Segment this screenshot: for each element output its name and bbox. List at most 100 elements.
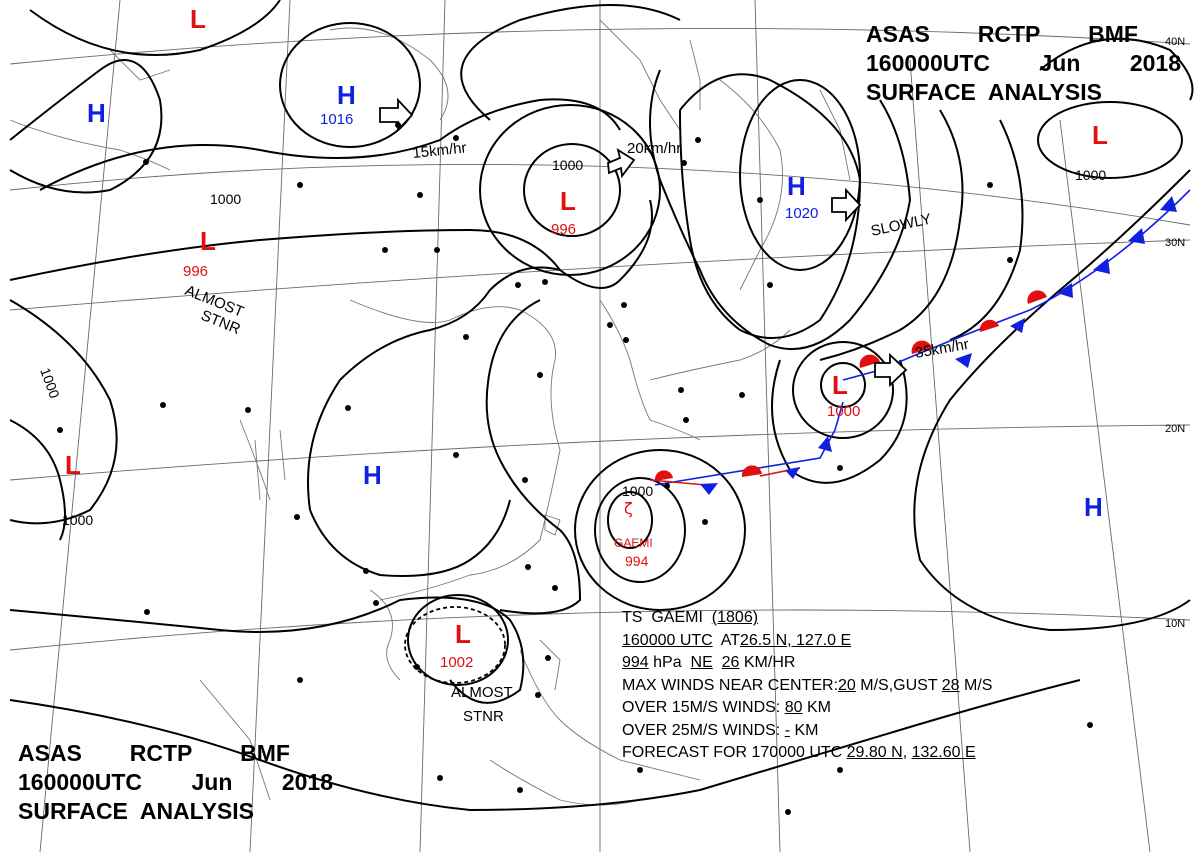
forecast-sep: , bbox=[902, 744, 912, 761]
header-title: SURFACE ANALYSIS bbox=[866, 79, 1103, 105]
station-plots bbox=[57, 122, 1093, 815]
pressure-value: 1002 bbox=[440, 654, 473, 671]
header-row-3: SURFACE ANALYSIS bbox=[18, 797, 290, 826]
header-year: 2018 bbox=[1129, 50, 1181, 76]
header-row-1: ASAS RCTP BMF bbox=[866, 20, 1138, 49]
pressure-value: 1020 bbox=[785, 205, 818, 222]
high-center-letter: H bbox=[363, 460, 382, 490]
over15-unit: KM bbox=[802, 699, 831, 716]
storm-over25: OVER 25M/S WINDS: - KM bbox=[622, 720, 1092, 743]
typhoon-pressure: 994 bbox=[625, 553, 649, 569]
low-center-letter: L bbox=[200, 226, 216, 256]
movement-arrows bbox=[379, 97, 908, 388]
over25-value: - bbox=[784, 721, 791, 739]
high-center-letter: H bbox=[87, 98, 106, 128]
header-row-2: 160000UTC Jun 2018 bbox=[866, 49, 1181, 78]
gust-value: 28 bbox=[941, 676, 960, 694]
storm-speed-unit: KM/HR bbox=[739, 654, 796, 671]
low-center-letter: L bbox=[560, 186, 576, 216]
almost-stnr-note: ALMOST bbox=[451, 684, 513, 701]
over25-label: OVER 25M/S WINDS: bbox=[622, 721, 785, 739]
low-center-letter: L bbox=[832, 370, 848, 400]
warm-front-marks bbox=[654, 290, 1047, 481]
high-center-letter: H bbox=[787, 171, 806, 201]
over15-value: 80 bbox=[784, 699, 803, 716]
header-office: ASAS bbox=[18, 740, 82, 766]
storm-over15: OVER 15M/S WINDS: 80 KM bbox=[622, 697, 1092, 720]
storm-position: 26.5 N, 127.0 E bbox=[739, 631, 852, 649]
over15-label: OVER 15M/S WINDS: bbox=[622, 699, 785, 716]
low-center-letter: L bbox=[1092, 120, 1108, 150]
cold-front-marks bbox=[700, 196, 1177, 495]
forecast-lon: 132.60 E bbox=[911, 744, 976, 761]
lat-label-40n: 40N bbox=[1165, 36, 1185, 48]
weather-front bbox=[649, 189, 1191, 495]
storm-spacer bbox=[713, 654, 722, 671]
low-center-letter: L bbox=[65, 450, 81, 480]
max-winds-value: 20 bbox=[838, 676, 856, 694]
storm-forecast: FORECAST FOR 170000 UTC 29.80 N, 132.60 … bbox=[622, 742, 1092, 765]
lat-label-20n: 20N bbox=[1165, 423, 1185, 435]
storm-time-at: AT bbox=[712, 631, 740, 649]
pressure-value: 996 bbox=[551, 221, 576, 238]
storm-time-value: 160000 UTC bbox=[622, 631, 713, 649]
header-month: Jun bbox=[1039, 50, 1081, 76]
storm-max-winds: MAX WINDS NEAR CENTER:20 M/S,GUST 28 M/S bbox=[622, 675, 1092, 698]
header-month: Jun bbox=[191, 769, 233, 795]
header-station: RCTP bbox=[129, 740, 193, 766]
isobar-label: 1000 bbox=[622, 483, 653, 499]
header-station: RCTP bbox=[977, 21, 1041, 47]
forecast-label: FORECAST FOR 170000 UTC bbox=[622, 744, 847, 761]
over25-unit: KM bbox=[790, 721, 819, 739]
storm-direction: NE bbox=[690, 654, 713, 671]
header-code: BMF bbox=[240, 740, 290, 766]
high-center-letter: H bbox=[1084, 492, 1103, 522]
motion-label: 15km/hr bbox=[412, 139, 468, 162]
isobar-label: 1000 bbox=[62, 512, 93, 528]
max-winds-label: MAX WINDS NEAR CENTER: bbox=[622, 676, 839, 694]
gust-unit: M/S bbox=[959, 676, 993, 694]
storm-title-name: TS GAEMI bbox=[622, 609, 712, 626]
header-year: 2018 bbox=[281, 769, 333, 795]
storm-time: 160000 UTC AT26.5 N, 127.0 E bbox=[622, 630, 1092, 653]
motion-label: 20km/hr bbox=[627, 140, 681, 157]
high-center-letter: H bbox=[337, 80, 356, 110]
typhoon-name: GAEMI bbox=[614, 536, 653, 550]
storm-speed: 26 bbox=[721, 654, 740, 671]
header-top: ASAS RCTP BMF 160000UTC Jun 2018 SURFACE… bbox=[866, 20, 1181, 107]
header-bottom: ASAS RCTP BMF 160000UTC Jun 2018 SURFACE… bbox=[18, 739, 333, 826]
isobar-label: 1000 bbox=[1075, 167, 1106, 183]
coastlines bbox=[9, 19, 851, 806]
storm-pressure-unit: hPa bbox=[648, 654, 691, 671]
lat-label-30n: 30N bbox=[1165, 237, 1185, 249]
header-code: BMF bbox=[1088, 21, 1138, 47]
pressure-value: 1000 bbox=[827, 403, 860, 420]
header-row-1: ASAS RCTP BMF bbox=[18, 739, 290, 768]
storm-pressure-value: 994 bbox=[622, 654, 649, 671]
header-row-3: SURFACE ANALYSIS bbox=[866, 78, 1138, 107]
storm-number: (1806) bbox=[711, 609, 759, 626]
header-title: SURFACE ANALYSIS bbox=[18, 798, 255, 824]
gust-label: M/S,GUST bbox=[855, 676, 942, 694]
storm-pressure: 994 hPa NE 26 KM/HR bbox=[622, 652, 1092, 675]
dashed-low-contour bbox=[404, 606, 506, 684]
latlon-grid bbox=[9, 0, 1191, 852]
forecast-lat: 29.80 N bbox=[846, 744, 903, 761]
lat-label-10n: 10N bbox=[1165, 618, 1185, 630]
typhoon-symbol: ζ bbox=[624, 499, 633, 518]
low-center-letter: L bbox=[190, 4, 206, 34]
header-row-2: 160000UTC Jun 2018 bbox=[18, 768, 333, 797]
isobar-label: 1000 bbox=[210, 191, 241, 207]
storm-info: TS GAEMI (1806) 160000 UTC AT26.5 N, 127… bbox=[622, 607, 1092, 765]
isobars bbox=[9, 0, 1194, 812]
header-office: ASAS bbox=[866, 21, 930, 47]
pressure-value: 996 bbox=[183, 263, 208, 280]
almost-stnr-note: STNR bbox=[463, 708, 504, 725]
isobar-label: 1000 bbox=[552, 157, 583, 173]
low-center-letter: L bbox=[455, 619, 471, 649]
pressure-value: 1016 bbox=[320, 111, 353, 128]
storm-title: TS GAEMI (1806) bbox=[622, 607, 1092, 630]
header-time: 160000UTC bbox=[18, 769, 143, 795]
header-time: 160000UTC bbox=[866, 50, 991, 76]
